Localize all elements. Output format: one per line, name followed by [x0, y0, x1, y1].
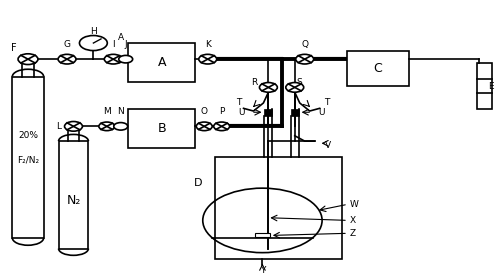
Text: U: U [238, 108, 244, 117]
Circle shape [58, 54, 76, 64]
Bar [12, 77, 44, 238]
Text: D: D [194, 178, 203, 188]
Text: U: U [318, 108, 325, 117]
Text: A: A [158, 56, 166, 69]
Text: 20%: 20% [18, 131, 38, 140]
Text: W: W [350, 200, 358, 209]
Circle shape [118, 55, 132, 63]
Text: O: O [201, 107, 208, 116]
Text: L: L [56, 122, 61, 131]
Circle shape [296, 54, 314, 64]
Circle shape [64, 121, 82, 131]
Text: B: B [158, 122, 166, 135]
Circle shape [104, 54, 122, 64]
Text: S: S [297, 78, 302, 86]
Text: G: G [64, 40, 70, 49]
Text: C: C [374, 62, 382, 75]
Text: V: V [324, 141, 330, 150]
Bar [255, 233, 270, 237]
Circle shape [80, 36, 108, 51]
Text: F: F [12, 43, 17, 54]
Circle shape [196, 122, 212, 131]
Bar [477, 63, 492, 109]
Bar [291, 109, 298, 116]
Text: X: X [350, 216, 356, 225]
Text: J: J [124, 40, 127, 49]
Circle shape [18, 54, 38, 65]
Text: Q: Q [301, 40, 308, 49]
Circle shape [214, 122, 230, 131]
Text: P: P [219, 107, 224, 116]
Text: M: M [103, 107, 110, 116]
Bar [347, 51, 409, 86]
Bar [128, 109, 196, 148]
Circle shape [260, 83, 278, 92]
Text: E: E [488, 81, 494, 91]
Text: F₂/N₂: F₂/N₂ [17, 155, 39, 164]
Bar [128, 43, 196, 82]
Text: N₂: N₂ [66, 194, 80, 207]
Circle shape [99, 122, 115, 131]
Text: N: N [118, 107, 124, 116]
Circle shape [286, 83, 304, 92]
Bar [264, 109, 272, 116]
Circle shape [114, 123, 128, 130]
Text: T: T [236, 99, 241, 107]
Bar [215, 157, 342, 259]
Circle shape [199, 54, 216, 64]
Text: Z: Z [350, 229, 356, 238]
Text: H: H [90, 27, 97, 36]
Text: K: K [205, 40, 210, 49]
Text: A: A [118, 33, 124, 42]
Text: Y: Y [260, 266, 265, 275]
Text: I: I [112, 40, 114, 49]
Text: R: R [252, 78, 258, 86]
Text: T: T [324, 99, 329, 107]
Bar [58, 141, 88, 249]
